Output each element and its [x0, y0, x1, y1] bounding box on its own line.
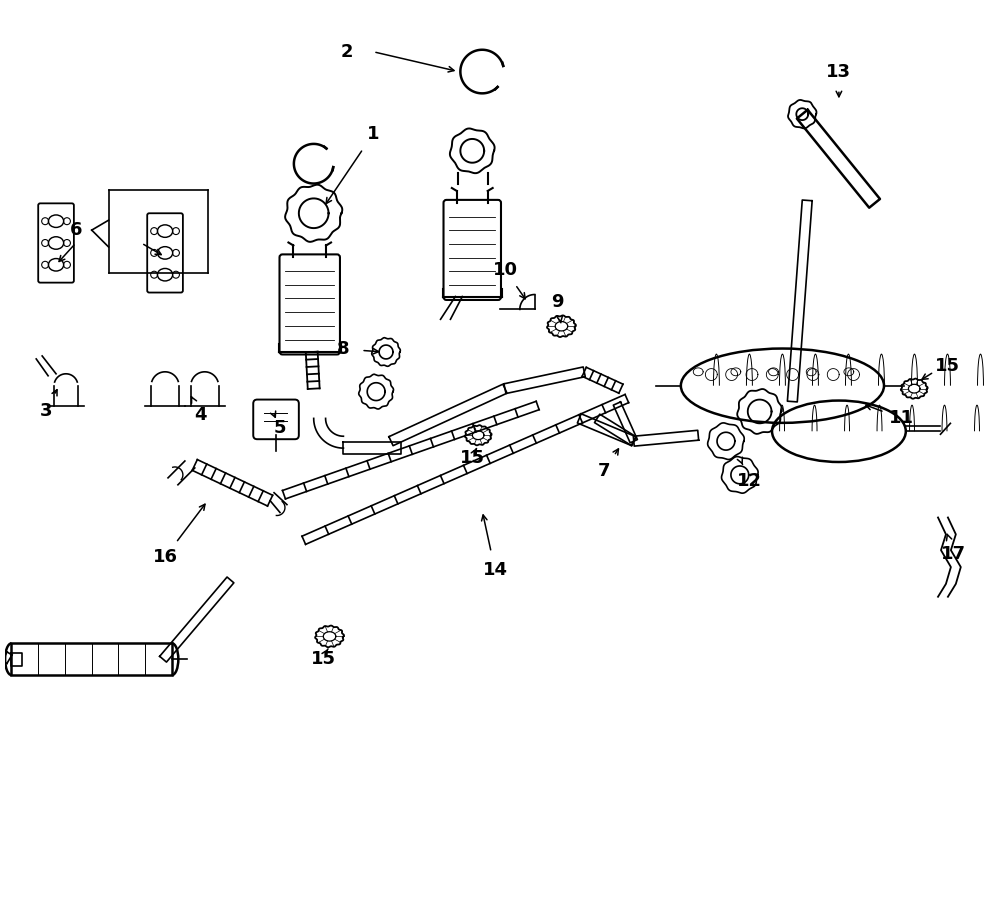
- Text: 15: 15: [311, 650, 336, 668]
- Text: 13: 13: [826, 63, 851, 80]
- Text: 11: 11: [889, 410, 914, 427]
- Text: 15: 15: [935, 357, 960, 375]
- Text: 3: 3: [40, 402, 52, 421]
- Text: 14: 14: [483, 561, 508, 579]
- Text: 2: 2: [340, 42, 353, 61]
- Text: 16: 16: [153, 548, 178, 566]
- Bar: [11, 643, 172, 675]
- Text: 9: 9: [551, 294, 564, 311]
- Text: 6: 6: [70, 222, 82, 239]
- Text: 5: 5: [274, 419, 286, 438]
- Text: 1: 1: [367, 125, 379, 143]
- Text: 10: 10: [492, 260, 517, 279]
- Text: 12: 12: [737, 472, 762, 490]
- Text: 17: 17: [941, 545, 966, 563]
- Text: 15: 15: [460, 449, 485, 467]
- Text: 7: 7: [598, 462, 610, 480]
- Text: 4: 4: [194, 406, 207, 425]
- Text: 8: 8: [337, 340, 350, 358]
